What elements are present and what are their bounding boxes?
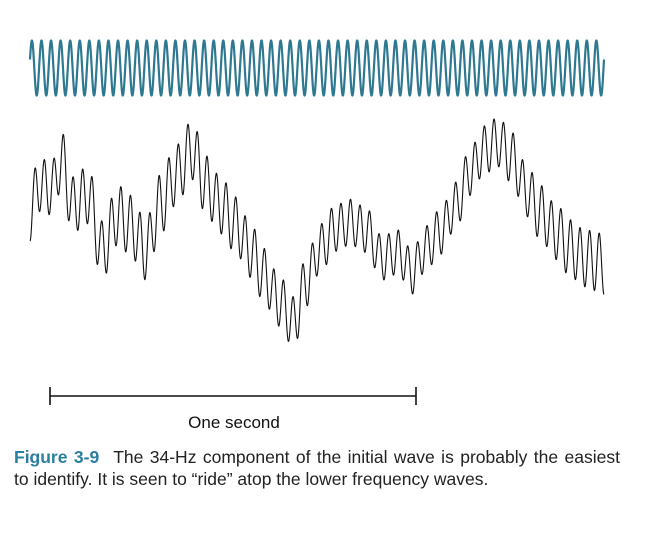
figure-number: Figure 3-9 [14, 447, 100, 467]
eeg-figure [28, 39, 606, 405]
figure-caption: Figure 3-9 The 34-Hz component of the ini… [14, 446, 620, 490]
caption-text: The 34-Hz component of the initial wave … [14, 447, 620, 489]
scale-bar-label: One second [188, 413, 280, 432]
34hz-component-wave [28, 39, 606, 97]
composite-eeg-wave [29, 118, 605, 342]
one-second-scale-bar [49, 387, 417, 405]
